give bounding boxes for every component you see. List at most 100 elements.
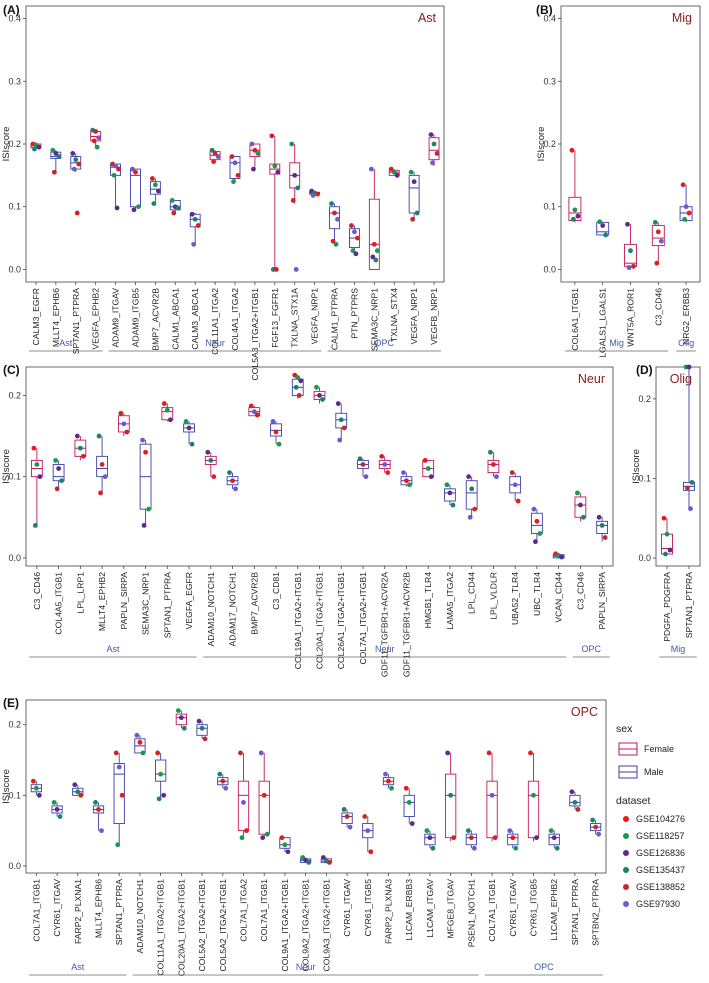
box xyxy=(651,225,665,247)
y-tick-label: 0.0 xyxy=(8,861,21,871)
box xyxy=(155,759,167,782)
data-point xyxy=(406,799,412,805)
x-tick-label: PTN_PTPRS xyxy=(349,288,359,339)
data-point xyxy=(223,785,229,791)
data-point xyxy=(155,188,161,194)
x-tick-label: BMP7_ACVR2B xyxy=(150,288,160,351)
data-point xyxy=(74,210,80,216)
group-label: Neur xyxy=(205,338,225,348)
data-point xyxy=(338,417,344,423)
data-point xyxy=(337,437,343,443)
data-point xyxy=(531,792,536,798)
panel-c: (C) Neur ISIscore 0.0 0.1 0.2 C3_CD46 COL4A5_IT… xyxy=(1,363,614,677)
legend-dataset-4: GSE135437 xyxy=(636,865,685,875)
y-tick-label: 0.4 xyxy=(543,14,556,24)
box xyxy=(574,496,587,518)
data-point xyxy=(70,151,76,156)
data-point xyxy=(140,750,146,756)
box xyxy=(229,156,241,179)
data-point xyxy=(192,216,198,222)
data-point xyxy=(391,169,397,175)
data-point xyxy=(36,144,42,150)
legend-dataset-dot xyxy=(623,901,629,907)
data-point xyxy=(403,785,409,791)
data-point xyxy=(121,421,127,427)
box xyxy=(487,459,500,474)
data-point xyxy=(631,263,636,269)
data-point xyxy=(686,210,692,216)
data-point xyxy=(422,458,428,463)
data-point xyxy=(91,138,97,144)
data-point xyxy=(282,842,288,848)
data-point xyxy=(580,514,586,520)
data-point xyxy=(96,433,102,439)
data-point xyxy=(255,151,261,156)
data-point xyxy=(131,207,137,213)
data-point xyxy=(401,470,406,475)
data-point xyxy=(509,470,515,475)
y-tick-label: 0.2 xyxy=(8,139,21,149)
data-point xyxy=(116,764,122,770)
y-axis-label: ISIscore xyxy=(1,127,12,162)
data-point xyxy=(655,229,661,235)
data-point xyxy=(335,401,341,406)
data-point xyxy=(344,814,350,819)
box xyxy=(424,833,436,846)
data-point xyxy=(300,855,306,860)
data-point xyxy=(171,210,177,216)
panel-label: (B) xyxy=(536,3,553,17)
data-point xyxy=(175,205,181,211)
y-tick-label: 0.0 xyxy=(543,264,556,274)
box xyxy=(189,213,201,228)
data-point xyxy=(73,157,79,163)
panel-label: (A) xyxy=(3,3,20,17)
data-point xyxy=(571,216,576,222)
data-point xyxy=(326,860,332,865)
data-point xyxy=(102,474,108,480)
x-tick-label: ADAM17_NOTCH1 xyxy=(228,572,238,647)
data-point xyxy=(209,147,215,153)
data-point xyxy=(382,462,388,467)
box xyxy=(465,833,477,846)
data-point xyxy=(212,151,218,156)
x-tick-label: ADAM9_ITGAV xyxy=(111,288,121,348)
y-axis-label: ISIscore xyxy=(1,449,12,484)
y-tick-label: 0.0 xyxy=(638,553,651,563)
data-point xyxy=(115,842,121,848)
data-point xyxy=(424,828,430,834)
box xyxy=(408,174,420,214)
group-label: Ast xyxy=(59,338,73,348)
panel-title: Ast xyxy=(418,11,437,25)
data-point xyxy=(360,462,366,467)
data-point xyxy=(124,429,130,435)
data-point xyxy=(74,433,80,439)
data-point xyxy=(114,205,120,211)
y-tick-label: 0.1 xyxy=(543,202,556,212)
data-point xyxy=(409,821,415,826)
data-point xyxy=(569,789,575,795)
data-point xyxy=(249,141,255,147)
data-point xyxy=(310,193,316,198)
data-point xyxy=(389,785,394,791)
data-point xyxy=(285,849,291,855)
data-point xyxy=(230,478,235,484)
x-tick-label: SEMA3C_NRP1 xyxy=(141,572,151,635)
x-tick-label: CYR61_ITGAV xyxy=(342,879,352,937)
data-point xyxy=(572,207,578,213)
data-point xyxy=(146,506,151,512)
box xyxy=(96,455,108,478)
panel-e: (E) OPC ISIscore 0.0 0.1 0.2 COL7A1_ITGB1 CYR61… xyxy=(1,696,607,976)
box xyxy=(175,713,187,726)
plot-frame xyxy=(25,699,607,874)
panel-title: Neur xyxy=(578,372,605,386)
panel-a: (A) Ast ISIscore 0.0 0.1 0.2 0.3 0.4 CALM3_EGFR M… xyxy=(1,3,445,381)
data-point xyxy=(330,238,336,244)
data-point xyxy=(264,831,270,837)
data-point xyxy=(261,792,267,798)
data-point xyxy=(603,232,609,238)
data-point xyxy=(181,725,187,731)
data-point xyxy=(53,151,59,156)
x-tick-label: COL5A3_ITGA2+ITGB1 xyxy=(250,288,260,381)
x-tick-label: HMGB1_TLR4 xyxy=(423,572,433,629)
x-tick-label: VEGFA_NRP1 xyxy=(409,288,419,345)
